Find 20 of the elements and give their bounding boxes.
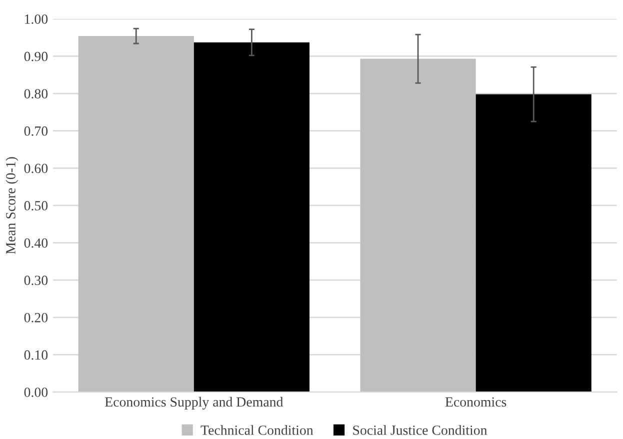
bar	[360, 58, 476, 392]
legend-label: Technical Condition	[200, 425, 314, 435]
y-tick-label: 0.90	[24, 52, 48, 62]
x-tick-label: Economics	[445, 397, 506, 407]
y-tick-label: 0.60	[24, 164, 48, 174]
y-tick-label: 1.00	[25, 14, 48, 24]
y-tick-label: 0.40	[24, 238, 48, 248]
y-tick-label: 0.30	[24, 276, 48, 286]
y-tick-label: 0.10	[24, 350, 48, 360]
y-axis-title: Mean Score (0-1)	[6, 157, 18, 254]
y-tick-label: 0.70	[24, 126, 48, 136]
bar	[194, 42, 310, 392]
y-tick-label: 0.80	[24, 89, 48, 99]
legend-label: Social Justice Condition	[353, 425, 488, 435]
x-tick-label: Economics Supply and Demand	[105, 396, 284, 410]
bar	[476, 94, 592, 392]
y-tick-label: 0.50	[24, 201, 48, 210]
y-tick-label: 0.00	[24, 388, 48, 398]
bar	[78, 36, 194, 392]
y-tick-label: 0.20	[24, 312, 48, 322]
